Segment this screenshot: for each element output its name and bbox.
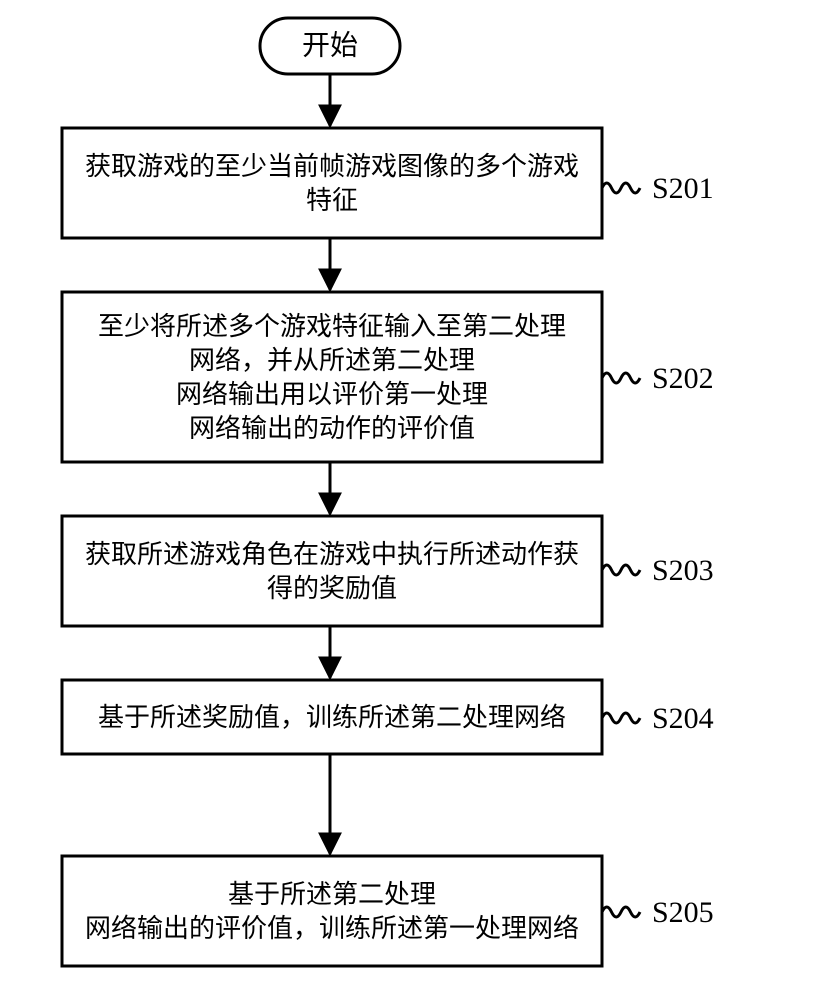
step-text-S201-1: 特征 (306, 186, 358, 215)
step-S202: 至少将所述多个游戏特征输入至第二处理网络，并从所述第二处理网络输出用以评价第一处… (62, 292, 714, 462)
step-label-S205: S205 (652, 896, 714, 929)
step-S205: 基于所述第二处理网络输出的评价值，训练所述第一处理网络 S205 (62, 856, 714, 966)
step-text-S204-0: 基于所述奖励值，训练所述第二处理网络 (98, 703, 566, 732)
step-text-S205-1: 网络输出的评价值，训练所述第一处理网络 (85, 914, 579, 943)
step-S201: 获取游戏的至少当前帧游戏图像的多个游戏特征 S201 (62, 128, 714, 238)
connector-S203 (602, 565, 640, 575)
connector-S202 (602, 373, 640, 383)
start-label: 开始 (302, 29, 358, 61)
step-label-S204: S204 (652, 702, 714, 735)
step-label-S203: S203 (652, 554, 714, 587)
step-text-S202-1: 网络，并从所述第二处理 (189, 346, 475, 375)
start-node: 开始 (260, 18, 400, 74)
step-text-S203-0: 获取所述游戏角色在游戏中执行所述动作获 (85, 540, 579, 569)
step-text-S202-3: 网络输出的动作的评价值 (189, 414, 475, 443)
connector-S204 (602, 713, 640, 723)
step-text-S202-0: 至少将所述多个游戏特征输入至第二处理 (98, 312, 566, 341)
step-S204: 基于所述奖励值，训练所述第二处理网络 S204 (62, 680, 714, 754)
step-label-S201: S201 (652, 172, 714, 205)
connector-S201 (602, 183, 640, 193)
step-text-S202-2: 网络输出用以评价第一处理 (176, 380, 488, 409)
step-label-S202: S202 (652, 362, 714, 395)
step-text-S205-0: 基于所述第二处理 (228, 880, 436, 909)
step-S203: 获取所述游戏角色在游戏中执行所述动作获得的奖励值 S203 (62, 516, 714, 626)
step-text-S201-0: 获取游戏的至少当前帧游戏图像的多个游戏 (85, 152, 579, 181)
connector-S205 (602, 907, 640, 917)
step-text-S203-1: 得的奖励值 (267, 574, 397, 603)
